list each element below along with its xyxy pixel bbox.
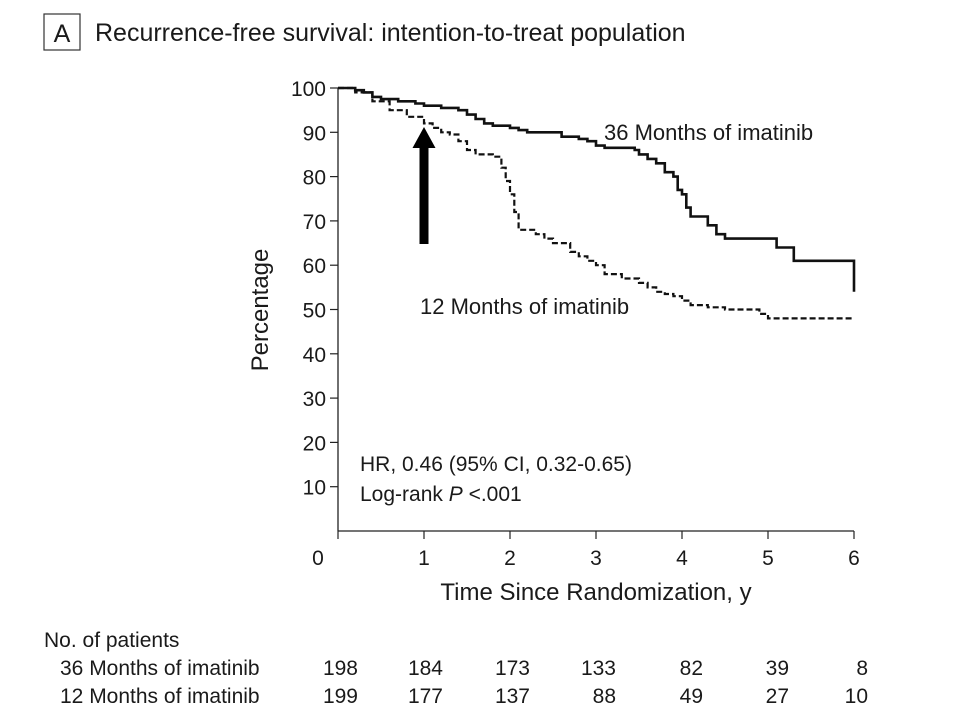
y-ticks: 10 20 30 40 50 60 70 80 90 100 [291,78,338,500]
risk-table-cell: 133 [581,657,616,680]
y-tick-label: 30 [303,388,326,411]
risk-table-cell: 198 [323,657,358,680]
series-label-36-months: 36 Months of imatinib [604,120,813,145]
risk-table-cell: 49 [680,685,703,708]
risk-table-cell: 177 [408,685,443,708]
x-tick-label: 6 [848,547,860,570]
x-tick-label: 0 [312,547,324,570]
risk-table-cell: 137 [495,685,530,708]
risk-table-cell: 88 [593,685,616,708]
risk-table-header: No. of patients [44,629,179,652]
y-tick-label: 70 [303,211,326,234]
logrank-annotation: Log-rank P <.001 [360,483,522,506]
risk-table-cell: 10 [845,685,868,708]
y-tick-label: 80 [303,167,326,190]
y-tick-label: 100 [291,78,326,101]
x-tick-label: 3 [590,547,602,570]
risk-table-cell: 184 [408,657,443,680]
series-line-12-months [338,86,854,320]
x-tick-label: 1 [418,547,430,570]
risk-row-label-36: 36 Months of imatinib [60,657,260,680]
x-tick-label: 2 [504,547,516,570]
risk-table-cell: 8 [856,657,868,680]
y-tick-label: 90 [303,122,326,145]
risk-table-values: 198 184 173 133 82 39 8 199 177 137 88 49 27 10 [323,657,868,708]
y-tick-label: 60 [303,255,326,278]
panel-label: A [54,20,71,48]
chart-title: Recurrence-free survival: intention-to-t… [95,19,686,47]
y-tick-label: 20 [303,432,326,455]
panel-label-box [43,13,81,51]
series-label-12-months: 12 Months of imatinib [420,294,629,319]
y-tick-label: 10 [303,477,326,500]
risk-table-cell: 199 [323,685,358,708]
risk-table-cell: 82 [680,657,703,680]
x-ticks: 0 1 2 3 4 5 6 [312,531,860,570]
y-axis-label: Percentage [247,249,274,372]
y-tick-label: 40 [303,344,326,367]
risk-table-cell: 27 [766,685,789,708]
x-tick-label: 4 [676,547,688,570]
y-tick-label: 50 [303,300,326,323]
x-tick-label: 5 [762,547,774,570]
risk-table-cell: 39 [766,657,789,680]
series-line-36-months [338,86,856,292]
arrow-marker [412,127,436,244]
risk-table-cell: 173 [495,657,530,680]
risk-row-label-12: 12 Months of imatinib [60,685,260,708]
hr-annotation: HR, 0.46 (95% CI, 0.32-0.65) [360,453,632,476]
x-axis-label: Time Since Randomization, y [440,579,751,606]
